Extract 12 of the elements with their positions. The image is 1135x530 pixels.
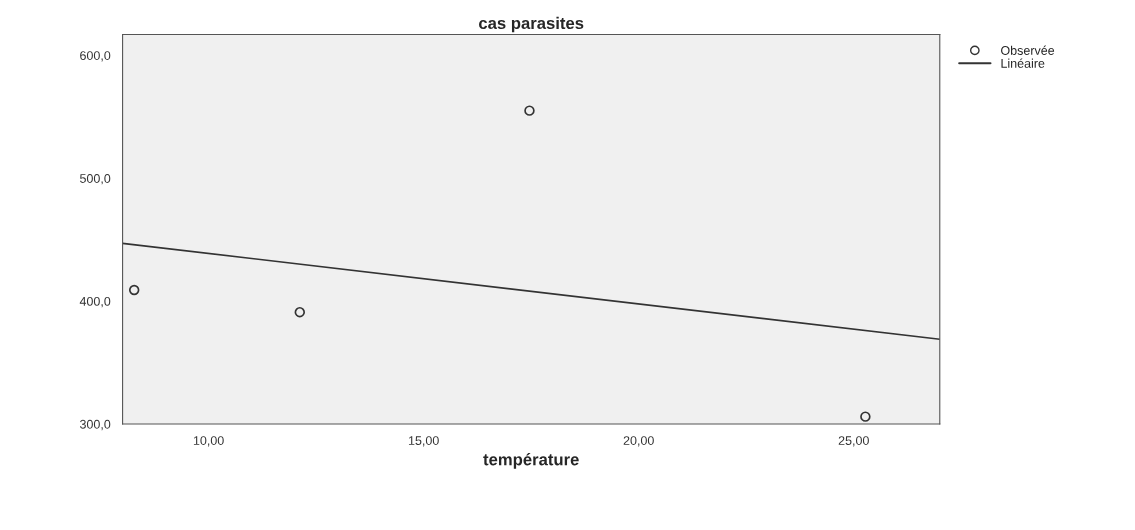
legend-label: Observée [1001,45,1055,55]
x-tick-label: 10,00 [193,436,224,447]
x-axis-title: température [483,453,579,469]
chart-title: cas parasites [479,16,584,33]
y-tick-label: 500,0 [80,174,111,185]
y-tick-label: 600,0 [80,51,111,62]
y-tick-label: 400,0 [79,296,111,308]
x-tick-label: 20,00 [623,436,654,447]
y-tick-label: 300,0 [79,419,111,431]
x-tick-label: 25,00 [838,436,869,447]
x-tick-label: 15,00 [408,436,439,447]
legend-label: Linéaire [1001,58,1045,68]
